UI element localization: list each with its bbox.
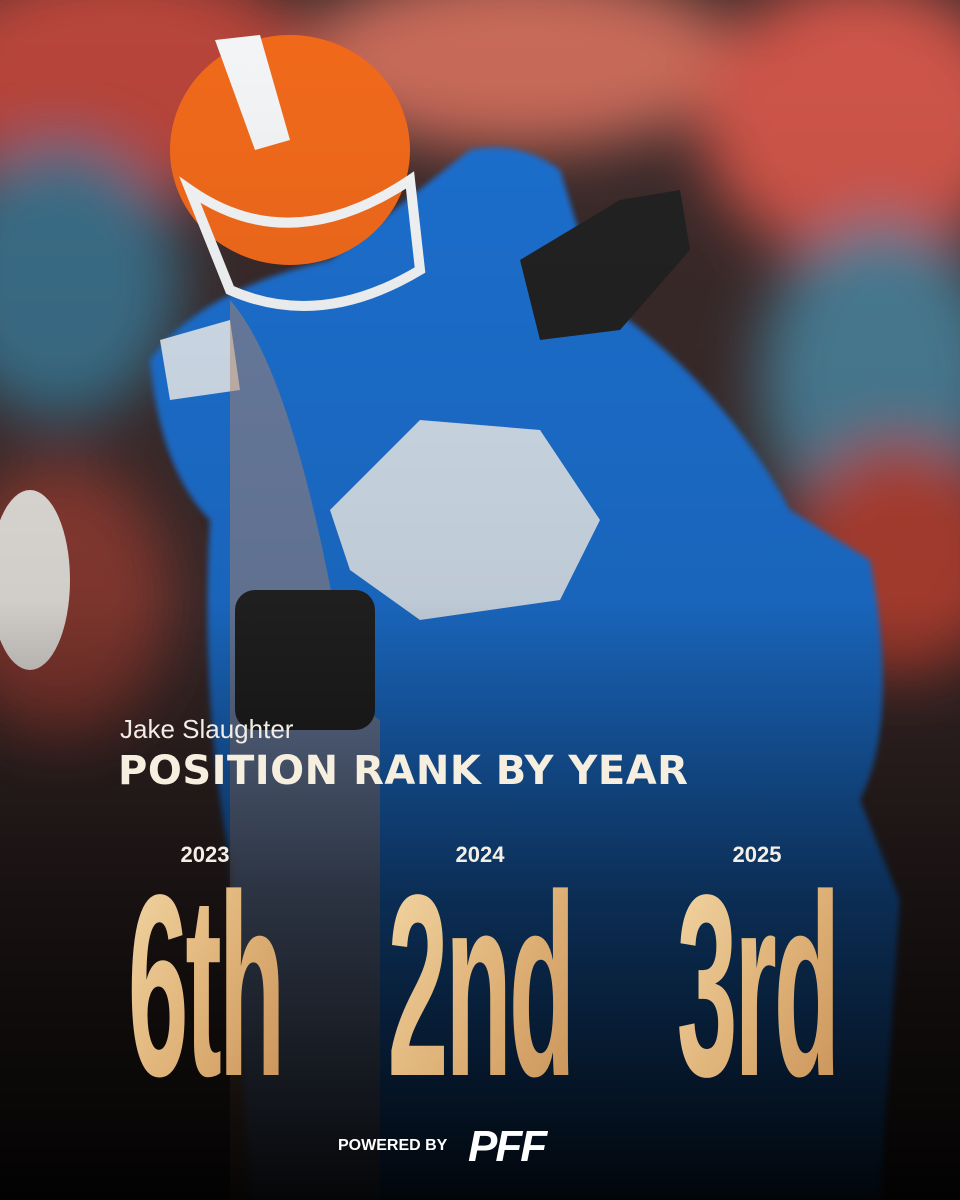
year-label: 2025	[733, 842, 782, 867]
rank-value: 3rd	[677, 842, 838, 1131]
year-label: 2023	[181, 842, 230, 867]
title: POSITION RANK BY YEAR	[118, 748, 689, 794]
player-name: Jake Slaughter	[120, 714, 294, 744]
rank-value: 2nd	[388, 842, 573, 1131]
rank-value: 6th	[128, 842, 282, 1131]
powered-by: POWERED BY	[338, 1137, 448, 1154]
year-label: 2024	[456, 842, 506, 867]
pff-logo: PFF	[468, 1122, 547, 1171]
